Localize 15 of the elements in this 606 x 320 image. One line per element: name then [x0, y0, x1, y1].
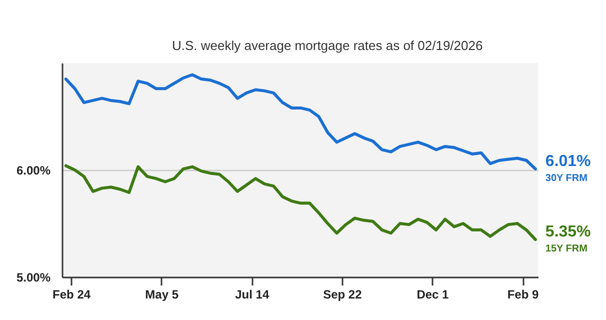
- data-label: 5.35%: [545, 224, 591, 241]
- data-label: 6.01%: [545, 152, 591, 170]
- x-tick-label: Feb 9: [507, 288, 540, 302]
- chart-subtitle: U.S. weekly average mortgage rates as of 02/19/2026: [172, 38, 483, 53]
- series-label: 30Y FRM: [545, 172, 588, 184]
- x-tick-label: May 5: [145, 288, 179, 302]
- x-tick-label: Dec 1: [416, 288, 450, 302]
- line-series: [64, 164, 537, 242]
- x-tick-label: Feb 24: [52, 288, 91, 302]
- y-tick-label: 6.00%: [16, 164, 51, 178]
- y-tick-label: 5.00%: [16, 270, 51, 284]
- series-label: 15Y FRM: [545, 244, 588, 255]
- x-tick-label: Jul 14: [235, 288, 270, 302]
- line-series: [64, 73, 537, 170]
- x-tick-label: Sep 22: [323, 288, 362, 302]
